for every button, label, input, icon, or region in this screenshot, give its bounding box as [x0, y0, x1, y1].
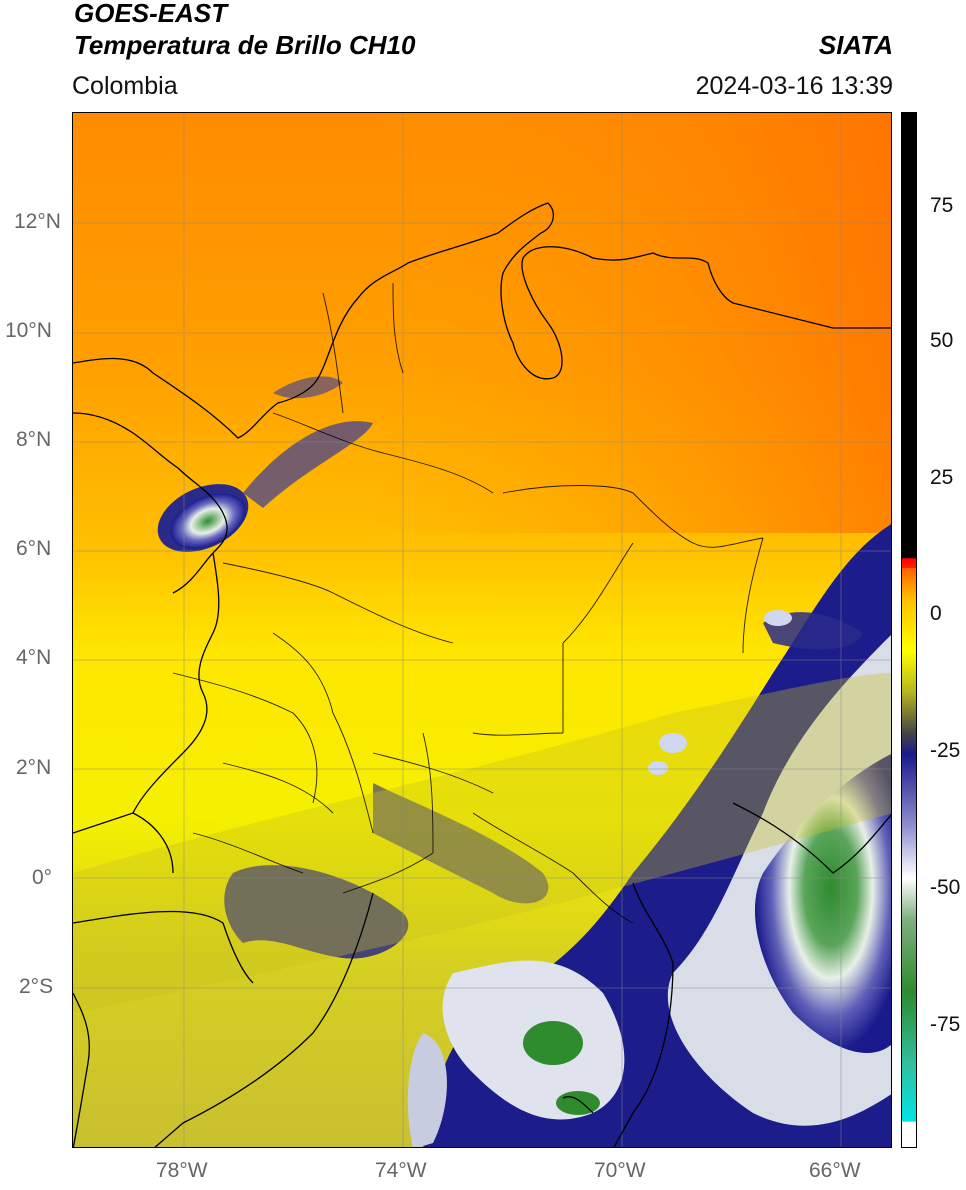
cloud-spot1	[659, 733, 687, 753]
cloud-mid-dark2	[373, 783, 549, 904]
colorbar-tick-minus50: -50	[930, 876, 961, 899]
lat-label-10n: 10°N	[5, 319, 52, 342]
colorbar	[901, 112, 917, 1148]
lat-label-8n: 8°N	[16, 428, 52, 451]
timestamp-label: 2024-03-16 13:39	[695, 72, 893, 100]
lat-label-2n: 2°N	[16, 756, 52, 779]
cloud-sw	[407, 1033, 447, 1147]
satellite-map	[72, 112, 892, 1148]
cloud-south-core2	[556, 1091, 600, 1115]
storm-tail2	[273, 376, 343, 399]
lon-label-70w: 70°W	[594, 1159, 646, 1182]
colorbar-tick-minus75: -75	[930, 1013, 961, 1036]
warm-top-right	[373, 113, 891, 533]
lat-label-0: 0°	[32, 866, 53, 889]
colorbar-svg	[902, 113, 916, 1147]
storm-tail	[243, 421, 373, 508]
colorbar-tick-50: 50	[930, 329, 954, 352]
cloud-olive-band	[73, 673, 891, 1013]
colorbar-tick-0: 0	[930, 602, 942, 625]
lon-label-78w: 78°W	[156, 1159, 208, 1182]
title-product: Temperatura de Brillo CH10	[74, 30, 416, 60]
lat-label-2s: 2°S	[19, 975, 54, 998]
cloud-spot3	[764, 610, 792, 626]
lat-label-12n: 12°N	[14, 210, 61, 233]
title-satellite: GOES-EAST	[74, 0, 228, 28]
colorbar-tick-25: 25	[930, 466, 954, 489]
admin-borders	[172, 282, 764, 924]
cloud-mid-dark	[224, 865, 409, 959]
cloud-east-core	[755, 754, 891, 1053]
colorbar-gradient	[902, 113, 916, 1147]
grid-lines	[73, 113, 891, 1147]
cloud-spot2	[648, 761, 668, 775]
colorbar-tick-minus25: -25	[930, 739, 961, 762]
lat-label-4n: 4°N	[16, 646, 52, 669]
organization-label: SIATA	[818, 30, 893, 60]
cloud-south-core	[523, 1021, 583, 1065]
region-label: Colombia	[72, 72, 178, 100]
colorbar-tick-75: 75	[930, 194, 954, 217]
lon-label-74w: 74°W	[375, 1159, 427, 1182]
coastlines	[73, 202, 891, 1147]
lon-label-66w: 66°W	[809, 1159, 861, 1182]
lat-label-6n: 6°N	[16, 537, 52, 560]
map-svg	[73, 113, 891, 1147]
